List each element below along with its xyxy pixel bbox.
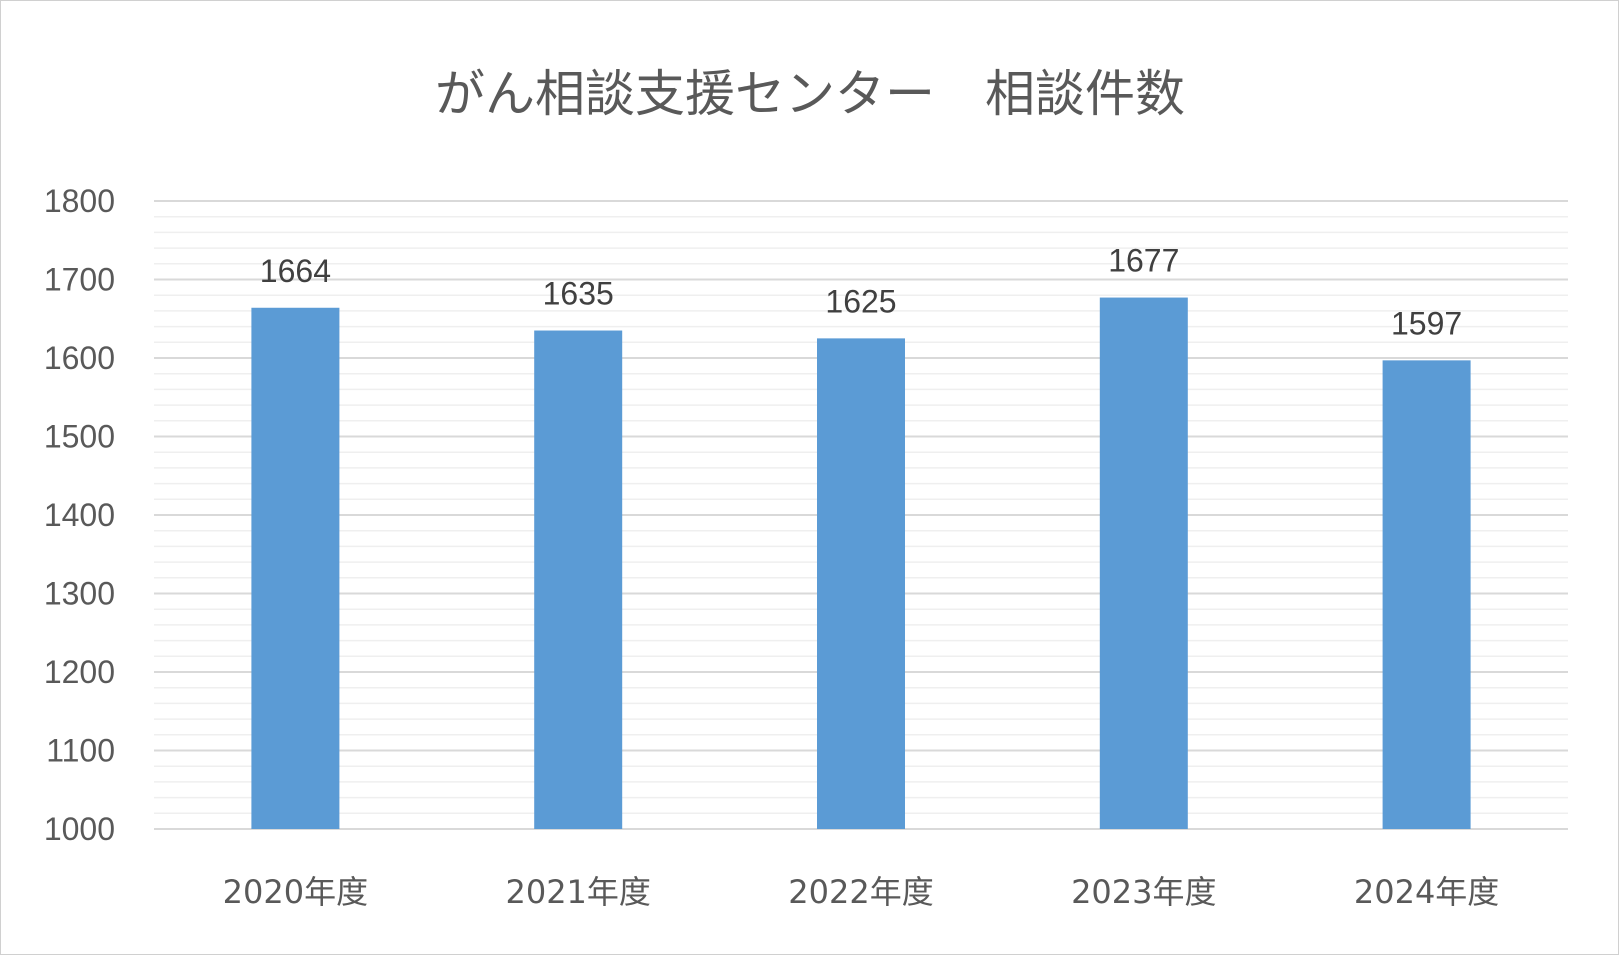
data-label: 1597: [1391, 305, 1462, 341]
bar: [1099, 297, 1188, 829]
y-tick-label: 1400: [44, 497, 115, 533]
bar: [817, 338, 905, 829]
bar: [251, 307, 340, 829]
y-tick-label: 1800: [44, 183, 115, 219]
y-tick-label: 1200: [44, 654, 115, 690]
x-category-label: 2024年度: [1354, 873, 1499, 911]
data-labels: 1664 1635 1625 1677 1597: [260, 243, 1462, 342]
y-axis-ticks: 1000 1100 1200 1300 1400 1500 1600 1700 1800: [44, 183, 115, 847]
y-tick-label: 1000: [44, 811, 115, 847]
x-axis-categories: 2020年度 2021年度 2022年度 2023年度 2024年度: [223, 873, 1500, 911]
data-label: 1677: [1108, 243, 1179, 279]
x-category-label: 2020年度: [223, 873, 368, 911]
bar: [1382, 360, 1471, 829]
y-tick-label: 1700: [44, 262, 115, 298]
data-label: 1664: [260, 253, 331, 289]
data-label: 1635: [543, 276, 614, 312]
x-category-label: 2022年度: [788, 873, 933, 911]
data-label: 1625: [825, 283, 896, 319]
bar: [534, 330, 623, 829]
x-category-label: 2021年度: [505, 873, 650, 911]
y-tick-label: 1300: [44, 576, 115, 612]
chart-title: がん相談支援センター 相談件数: [435, 65, 1185, 123]
bars: [251, 297, 1471, 829]
y-tick-label: 1600: [44, 340, 115, 376]
y-tick-label: 1100: [46, 733, 115, 769]
x-category-label: 2023年度: [1071, 873, 1216, 911]
y-tick-label: 1500: [44, 419, 115, 455]
